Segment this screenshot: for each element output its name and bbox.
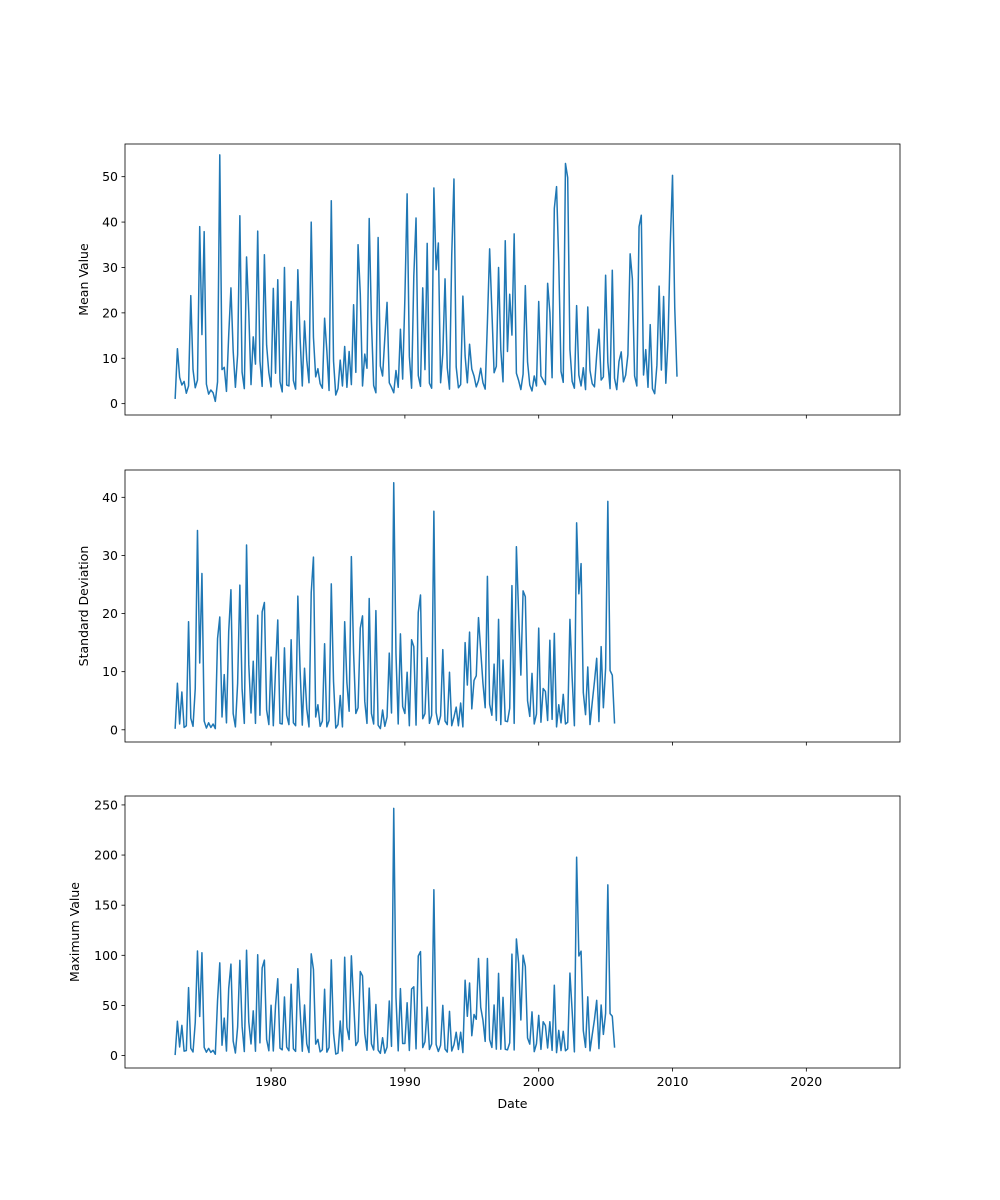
y-tick-label: 0	[110, 722, 118, 737]
y-tick-label: 10	[102, 351, 118, 366]
y-axis-label: Mean Value	[76, 243, 91, 316]
y-tick-label: 0	[110, 1048, 118, 1063]
y-tick-label: 50	[102, 998, 118, 1013]
x-axis-label: Date	[498, 1096, 528, 1111]
x-tick-label: 2020	[790, 1074, 822, 1089]
y-axis-label: Standard Deviation	[76, 546, 91, 667]
subplot-1: 0 10 20 30 40 50 Mean Value	[76, 143, 901, 419]
y-tick-label: 150	[94, 898, 118, 913]
y-tick-label: 40	[102, 490, 118, 505]
x-tick-label: 1980	[255, 1074, 287, 1089]
y-tick-label: 10	[102, 664, 118, 679]
y-tick-label: 200	[94, 848, 118, 863]
series-line	[174, 807, 616, 1056]
subplot-3: 0 50 100 150 200 250 1980 1990 2000 2010 2020 Maxim…	[67, 795, 901, 1111]
y-tick-label: 30	[102, 548, 118, 563]
y-tick-label: 50	[102, 169, 118, 184]
series-line	[174, 482, 616, 730]
y-tick-label: 0	[110, 396, 118, 411]
y-tick-label: 20	[102, 305, 118, 320]
y-tick-label: 20	[102, 606, 118, 621]
axes-frame	[124, 795, 901, 1069]
x-tick-label: 2000	[523, 1074, 555, 1089]
series-line	[174, 154, 678, 403]
y-tick-label: 250	[94, 797, 118, 812]
y-tick-label: 30	[102, 260, 118, 275]
y-tick-label: 100	[94, 948, 118, 963]
axes-frame	[124, 469, 901, 743]
subplot-2: 0 10 20 30 40 Standard Deviation	[76, 469, 901, 746]
y-axis-label: Maximum Value	[67, 882, 82, 982]
x-tick-label: 1990	[389, 1074, 421, 1089]
x-tick-label: 2010	[657, 1074, 689, 1089]
y-tick-label: 40	[102, 215, 118, 230]
axes-frame	[124, 143, 901, 416]
